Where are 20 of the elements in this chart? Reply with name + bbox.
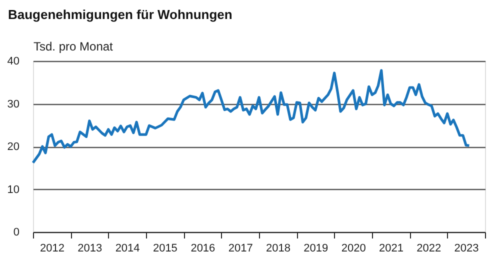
chart-title: Baugenehmigungen für Wohnungen [8,7,232,22]
x-tick-label: 2018 [266,242,290,254]
y-tick-label: 10 [7,184,20,196]
y-tick-label: 30 [7,98,20,110]
x-tick-label: 2013 [78,242,102,254]
x-tick-label: 2023 [454,242,479,254]
x-tick-label: 2016 [190,242,216,254]
x-tick-label: 2021 [379,242,404,254]
x-tick-label: 2012 [40,242,65,254]
y-tick-label: 40 [7,56,20,68]
x-tick-label: 2020 [341,242,366,254]
line-series [32,69,471,164]
y-axis-title: Tsd. pro Monat [34,40,114,54]
y-tick-label: 0 [13,226,20,238]
x-tick-label: 2017 [228,242,253,254]
x-tick-label: 2022 [416,242,442,254]
x-tick-label: 2014 [115,242,140,254]
y-tick-label: 20 [7,141,20,153]
x-tick-label: 2019 [304,242,328,254]
x-tick-label: 2015 [152,242,178,254]
